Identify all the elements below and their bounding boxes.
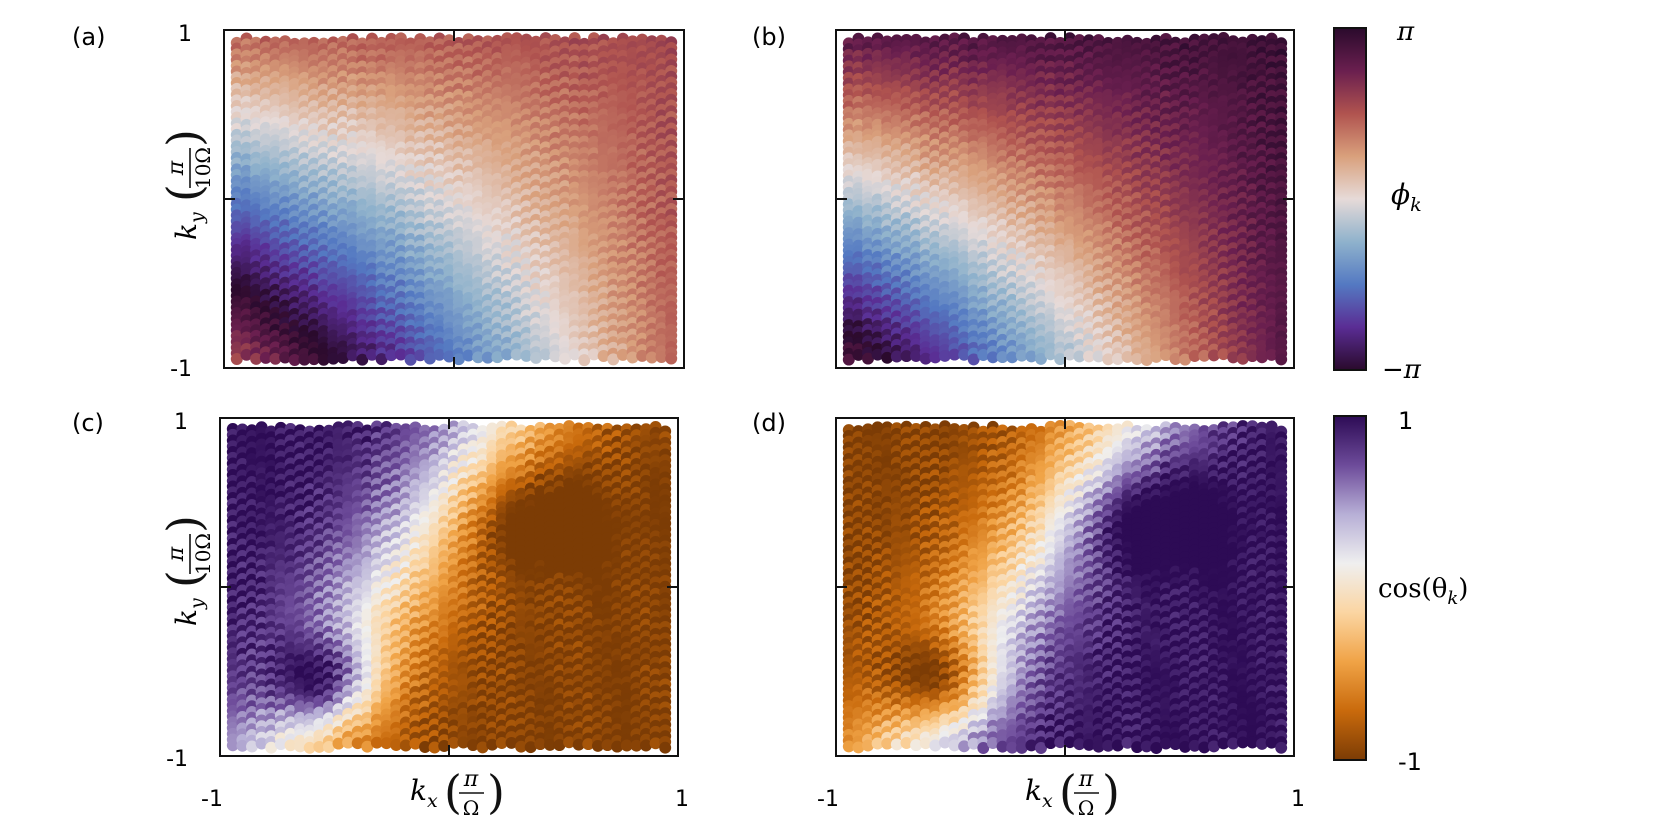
heatmap-cell bbox=[240, 348, 253, 361]
heatmap-cell bbox=[269, 352, 282, 365]
panel-a-heatmap bbox=[230, 32, 678, 367]
heatmap-cell bbox=[279, 351, 292, 364]
panel-a-ylabel: ky ( π 10Ω ) bbox=[157, 129, 215, 240]
panel-a-ylabel-sub: y bbox=[186, 212, 208, 224]
heatmap-cell bbox=[230, 353, 243, 365]
heatmap-cell bbox=[298, 353, 311, 366]
panel-b-heatmap bbox=[842, 32, 1288, 366]
panel-a-ytick-top: 1 bbox=[178, 22, 192, 47]
panel-a-ytick-bottom: -1 bbox=[170, 357, 192, 382]
panel-a-label: (a) bbox=[72, 23, 105, 51]
heatmap-cell bbox=[288, 354, 301, 366]
panel-a-ylabel-var: k bbox=[170, 223, 203, 240]
heatmap-cell bbox=[250, 352, 263, 365]
panel-b: (b) bbox=[752, 23, 1295, 369]
panel-a: (a) 1 -1 ky ( π 10Ω ) bbox=[72, 22, 685, 382]
panel-b-label: (b) bbox=[752, 23, 786, 51]
panel-a-ylabel-den: 10Ω bbox=[191, 147, 215, 189]
heatmap-cell bbox=[259, 351, 272, 364]
panel-a-ylabel-num: π bbox=[164, 160, 189, 176]
heatmap-cell bbox=[665, 352, 678, 365]
